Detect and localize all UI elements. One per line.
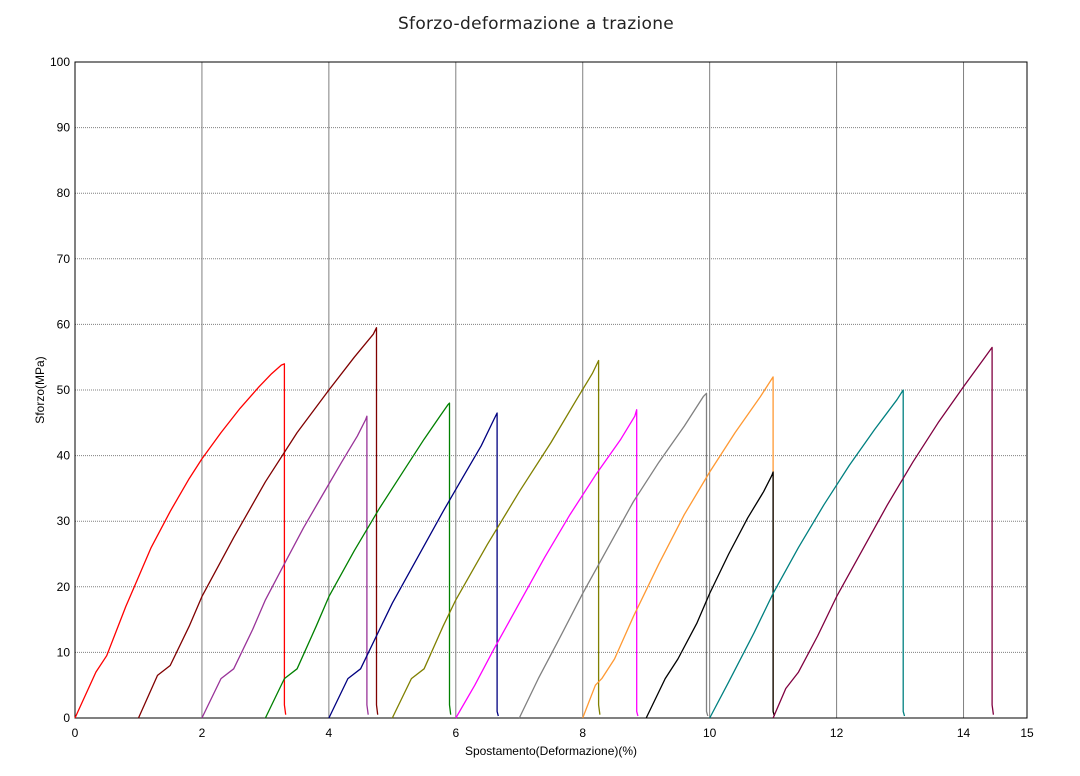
tick-labels: 0 2 4 6 8 10 12 14 15 0 10 20 30 40 50 60 70 80 90 100 (50, 55, 1034, 740)
plot-frame (74, 61, 1028, 719)
series-layer (74, 327, 995, 719)
y-tick-label: 90 (57, 121, 71, 135)
x-tick-label: 12 (830, 726, 844, 740)
x-tick-label: 0 (72, 726, 79, 740)
series-line-7 (455, 409, 639, 719)
y-tick-label: 20 (57, 580, 71, 594)
y-tick-label: 100 (50, 55, 70, 69)
y-tick-label: 0 (63, 711, 70, 725)
y-tick-label: 40 (57, 449, 71, 463)
x-tick-label: 15 (1020, 726, 1034, 740)
x-axis-label: Spostamento(Deformazione)(%) (465, 744, 637, 758)
series-line-9 (582, 376, 776, 719)
y-tick-label: 60 (57, 317, 71, 331)
series-line-6 (391, 359, 601, 719)
series-line-5 (328, 412, 499, 719)
x-tick-label: 8 (579, 726, 586, 740)
series-line-2 (137, 327, 379, 719)
series-line-12 (772, 346, 995, 719)
y-tick-label: 80 (57, 186, 71, 200)
y-tick-label: 30 (57, 514, 71, 528)
series-line-8 (518, 392, 709, 719)
x-tick-label: 4 (326, 726, 333, 740)
x-tick-label: 6 (452, 726, 459, 740)
y-tick-label: 10 (57, 645, 71, 659)
y-axis-label: Sforzo(MPa) (33, 356, 47, 423)
series-line-1 (74, 363, 287, 719)
x-tick-label: 10 (703, 726, 717, 740)
chart-title: Sforzo-deformazione a trazione (397, 14, 675, 34)
x-tick-label: 2 (199, 726, 206, 740)
y-tick-label: 50 (57, 383, 71, 397)
series-line-10 (645, 471, 776, 719)
grid-lines (75, 62, 1027, 718)
series-line-4 (264, 402, 452, 719)
y-tick-label: 70 (57, 252, 71, 266)
x-tick-label: 14 (957, 726, 971, 740)
series-line-11 (709, 389, 906, 719)
series-line-3 (201, 415, 369, 719)
